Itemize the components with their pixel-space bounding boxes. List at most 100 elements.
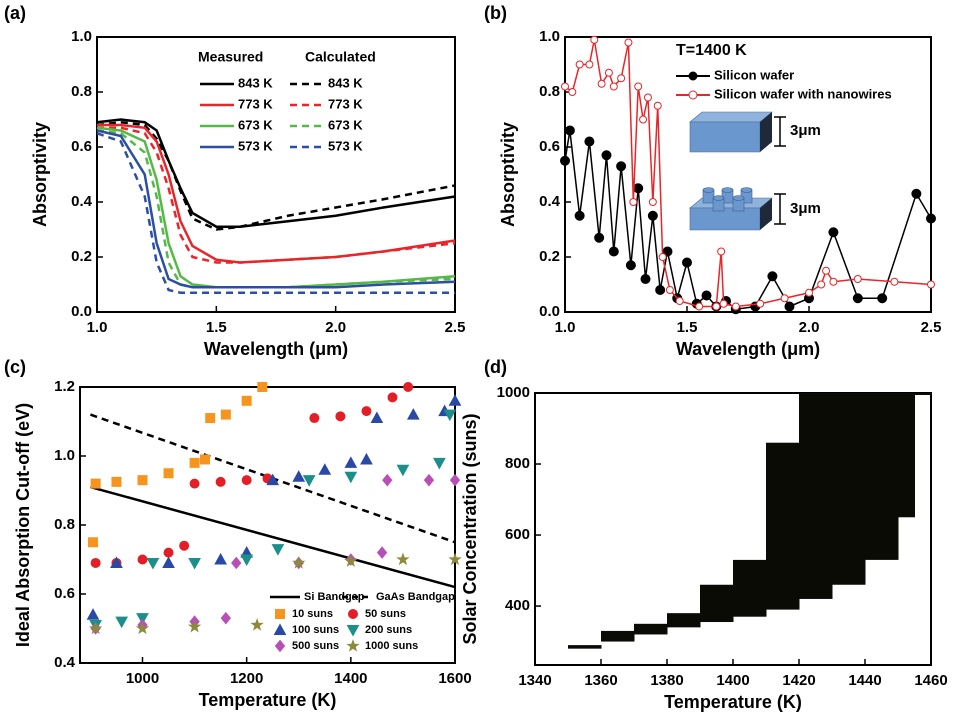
marker	[163, 468, 174, 479]
marker	[731, 302, 740, 311]
x-tick-label: 1.0	[87, 319, 108, 336]
panel-label: (a)	[4, 3, 26, 23]
marker	[135, 621, 150, 635]
marker	[231, 556, 242, 570]
marker	[822, 266, 831, 275]
marker	[302, 475, 316, 487]
x-tick-label: 1.5	[206, 319, 227, 336]
panel-label: (b)	[484, 3, 507, 23]
marker	[179, 540, 190, 551]
series-line	[96, 132, 455, 294]
x-tick-label: 1400	[716, 672, 749, 689]
y-axis-label: Solar Concentration (suns)	[460, 413, 480, 644]
y-tick-label: 400	[505, 597, 530, 614]
marker	[189, 457, 200, 468]
marker	[817, 280, 826, 289]
marker	[406, 408, 420, 420]
legend-label: 573 K	[238, 138, 273, 153]
marker	[601, 150, 612, 161]
marker	[658, 253, 667, 261]
legend-marker	[688, 90, 698, 100]
marker	[200, 454, 210, 465]
marker	[653, 101, 662, 110]
marker	[220, 409, 231, 420]
y-axis-label: Absorptivity	[30, 122, 50, 227]
marker	[560, 155, 570, 166]
legend-label: 773 K	[238, 96, 273, 111]
marker	[146, 557, 160, 570]
marker	[111, 476, 122, 487]
marker	[665, 286, 674, 294]
region-step	[799, 393, 833, 599]
region-step	[914, 393, 932, 395]
y-tick-label: 600	[505, 526, 530, 543]
plot-frame	[564, 36, 932, 313]
region-step	[832, 393, 866, 585]
marker	[701, 290, 712, 301]
legend-label: 773 K	[328, 96, 363, 111]
marker	[911, 188, 922, 199]
legend-marker	[346, 625, 360, 637]
marker	[88, 537, 99, 548]
y-tick-label: 1.0	[71, 28, 92, 45]
x-tick-label: 1340	[518, 672, 551, 689]
legend-marker	[348, 609, 358, 619]
marker	[220, 611, 231, 625]
series-line	[96, 120, 456, 231]
marker	[387, 392, 398, 403]
marker	[655, 285, 666, 295]
y-tick-label: 0.4	[71, 193, 93, 210]
marker	[403, 382, 414, 392]
x-tick-label: 1380	[650, 672, 683, 689]
panel-label: (d)	[484, 357, 507, 377]
x-tick-label: 1400	[334, 670, 367, 687]
marker	[575, 60, 584, 69]
marker	[344, 554, 358, 567]
marker	[829, 277, 838, 286]
x-tick-label: 2.5	[445, 319, 466, 336]
marker	[608, 246, 619, 257]
marker	[266, 473, 280, 486]
marker	[756, 299, 765, 308]
marker	[271, 544, 285, 556]
marker	[189, 478, 200, 489]
marker	[240, 554, 254, 567]
marker	[241, 475, 252, 486]
x-tick-label: 2.0	[325, 319, 346, 336]
y-tick-label: 1.0	[539, 28, 560, 45]
marker	[597, 79, 606, 88]
region-step	[634, 623, 668, 635]
legend-label: 1000 suns	[365, 640, 418, 652]
legend-marker	[275, 609, 285, 619]
x-axis-label: Temperature (K)	[664, 692, 802, 712]
y-tick-label: 1000	[497, 384, 530, 401]
panel-label: (c)	[4, 357, 26, 377]
legend-label: Silicon wafer with nanowires	[714, 86, 892, 101]
dimension-label: 3μm	[790, 122, 821, 139]
marker	[241, 395, 252, 406]
series-line	[96, 129, 456, 289]
x-tick-label: 1460	[914, 672, 947, 689]
marker	[594, 232, 605, 243]
x-tick-label: 2.0	[799, 319, 820, 336]
legend-header: Calculated	[305, 49, 376, 65]
y-tick-label: 0.6	[54, 585, 75, 602]
legend-label: 673 K	[238, 117, 273, 132]
series-line	[97, 123, 456, 264]
marker	[767, 271, 778, 282]
marker	[616, 161, 627, 172]
marker	[86, 608, 100, 620]
marker	[423, 473, 435, 487]
marker	[877, 293, 888, 304]
marker	[564, 125, 575, 136]
marker	[784, 301, 795, 312]
legend-label: Si Bandgap	[304, 591, 365, 603]
x-axis-label: Temperature (K)	[199, 690, 337, 710]
y-tick-label: 0.6	[71, 138, 92, 155]
bandgap-line	[90, 485, 456, 589]
marker	[604, 68, 613, 77]
marker	[634, 82, 643, 91]
marker	[205, 413, 216, 424]
series-line	[96, 118, 456, 228]
marker	[433, 457, 446, 470]
